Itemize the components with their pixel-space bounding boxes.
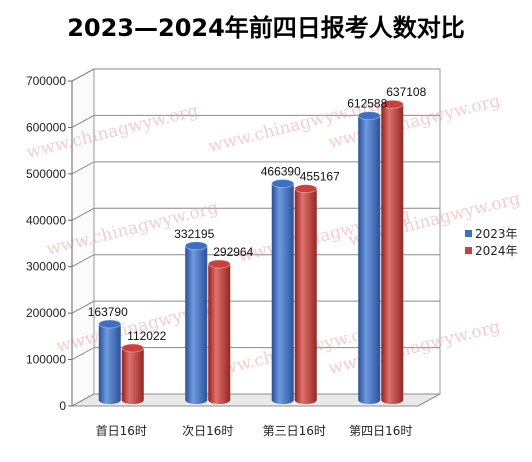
bar-top (357, 111, 381, 121)
x-category-label: 第三日16时 (263, 424, 326, 438)
gridline (71, 207, 440, 221)
data-label: 332195 (174, 227, 214, 241)
bar-top (184, 241, 208, 251)
gridline (71, 114, 440, 128)
bar-top (380, 99, 404, 109)
legend-label: 2024年 (475, 244, 518, 258)
bar-body (98, 323, 121, 404)
data-label: 112022 (127, 329, 166, 343)
gridline (71, 347, 440, 361)
data-label: 612588 (347, 97, 387, 111)
legend-swatch (465, 230, 472, 237)
bar-2023-3 (271, 178, 295, 404)
bar-2023-4 (357, 111, 381, 405)
legend-swatch (465, 247, 472, 254)
bar-top (207, 259, 231, 269)
y-tick-label: 300000 (26, 260, 66, 274)
data-label: 466390 (261, 164, 301, 178)
bar-top (271, 178, 295, 188)
gridline (71, 161, 440, 175)
bar-2023-2 (184, 241, 208, 404)
chart-title: 2023—2024年前四日报考人数对比 (67, 14, 465, 42)
legend-label: 2023年 (475, 227, 518, 241)
y-tick-label: 600000 (26, 120, 66, 134)
bar-body (294, 188, 317, 404)
bar-2023-1 (98, 319, 122, 404)
y-tick-label: 700000 (26, 74, 66, 88)
bar-body (381, 104, 404, 404)
bar-2024-4 (380, 99, 404, 404)
data-label: 292964 (213, 245, 253, 259)
bar-top (294, 184, 318, 194)
y-tick-label: 200000 (26, 306, 66, 320)
floor (71, 393, 441, 407)
x-category-label: 首日16时 (96, 424, 147, 438)
data-label: 163790 (88, 305, 128, 319)
bar-body (121, 347, 144, 404)
bars-layer (98, 99, 404, 405)
x-category-label: 次日16时 (182, 424, 233, 438)
bar-2024-3 (294, 184, 318, 404)
y-tick-label: 100000 (26, 353, 66, 367)
data-label: 637108 (386, 85, 426, 99)
legend: 2023年 2024年 (465, 227, 518, 258)
y-tick-label: 500000 (26, 167, 66, 181)
bar-body (208, 263, 231, 404)
bar-2024-2 (207, 259, 231, 404)
bar-body (358, 115, 381, 405)
bar-top (98, 319, 122, 329)
data-label: 455167 (300, 170, 340, 184)
bar-top (121, 343, 145, 353)
x-category-label: 第四日16时 (349, 424, 412, 438)
y-tick-label: 0 (59, 399, 66, 413)
y-tick-label: 400000 (26, 213, 66, 227)
gridline (71, 254, 440, 268)
y-axis-ticks: 0 100000 200000 300000 400000 500000 600000 700… (26, 74, 73, 413)
gridline (71, 300, 440, 314)
bar-2024-1 (121, 343, 145, 404)
bar-body (185, 245, 208, 404)
bar-body (271, 183, 294, 404)
gridline (71, 68, 440, 82)
x-axis-categories: 首日16时 次日16时 第三日16时 第四日16时 (96, 424, 413, 438)
